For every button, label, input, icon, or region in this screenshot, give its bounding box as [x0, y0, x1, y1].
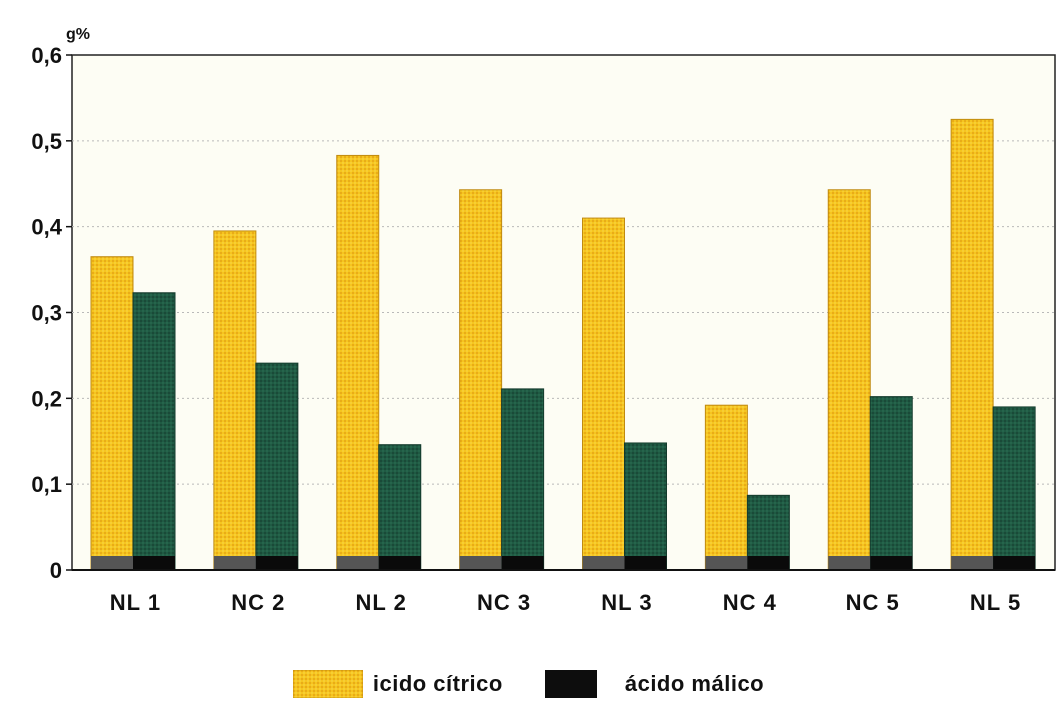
legend-swatch-malico — [544, 670, 597, 698]
bar-base-citrico — [213, 556, 256, 570]
y-tick-label: 0,3 — [31, 301, 62, 326]
bar-citrico — [582, 217, 625, 571]
bar-malico — [378, 444, 422, 571]
y-tick-label: 0,6 — [31, 43, 62, 68]
bar-citrico — [950, 118, 994, 571]
bars — [90, 118, 1036, 571]
x-tick-label: NC 5 — [846, 590, 900, 615]
bar-malico — [624, 442, 667, 571]
bar-base-citrico — [336, 556, 379, 570]
y-unit-label: g% — [66, 26, 90, 43]
y-axis-ticks: 0 0,1 0,2 0,3 0,4 0,5 0,6 — [31, 43, 72, 583]
bar-malico — [501, 388, 545, 571]
legend-label-citrico: icido cítrico — [372, 671, 503, 696]
bar-base-malico — [747, 556, 790, 570]
bar-citrico — [213, 230, 257, 571]
x-tick-label: NC 3 — [477, 590, 531, 615]
legend: icido cítrico ácido málico — [0, 667, 1057, 701]
bar-base-citrico — [705, 556, 748, 570]
bar-base-malico — [624, 556, 667, 570]
bar-base-malico — [133, 556, 175, 570]
y-tick-label: 0,5 — [31, 129, 62, 154]
bar-base-malico — [255, 556, 298, 570]
bar-citrico — [827, 189, 871, 571]
x-tick-label: NL 3 — [601, 590, 652, 615]
bar-base-citrico — [951, 556, 994, 570]
x-axis-labels: NL 1 NC 2 NL 2 NC 3 NL 3 NC 4 NC 5 NL 5 — [110, 590, 1021, 615]
bar-base-malico — [870, 556, 913, 570]
bar-base-citrico — [828, 556, 871, 570]
y-tick-label: 0,1 — [31, 472, 62, 497]
gridlines — [72, 140, 1055, 485]
bar-malico — [255, 362, 299, 571]
bar-malico — [992, 406, 1036, 571]
bar-malico — [132, 292, 176, 571]
legend-swatch-citrico — [292, 670, 363, 698]
y-tick-label: 0 — [50, 558, 62, 583]
bar-base-malico — [993, 556, 1036, 570]
bar-base-citrico — [91, 556, 133, 570]
bar-citrico — [336, 154, 380, 571]
x-tick-label: NL 5 — [970, 590, 1021, 615]
legend-item-malico: ácido málico — [544, 670, 765, 698]
y-tick-label: 0,2 — [31, 386, 62, 411]
x-tick-label: NC 2 — [231, 590, 285, 615]
y-tick-label: 0,4 — [31, 215, 62, 240]
bar-citrico — [459, 189, 503, 571]
bar-bases — [91, 556, 1036, 570]
x-tick-label: NL 1 — [110, 590, 161, 615]
bar-base-citrico — [582, 556, 625, 570]
bar-base-citrico — [459, 556, 502, 570]
legend-item-citrico: icido cítrico — [292, 670, 503, 698]
legend-label-malico: ácido málico — [624, 671, 765, 696]
bar-citrico — [704, 404, 748, 571]
bar-malico — [869, 396, 913, 571]
bar-citrico — [90, 256, 134, 571]
bar-base-malico — [501, 556, 544, 570]
x-tick-label: NC 4 — [723, 590, 777, 615]
bar-base-malico — [378, 556, 421, 570]
x-tick-label: NL 2 — [356, 590, 407, 615]
